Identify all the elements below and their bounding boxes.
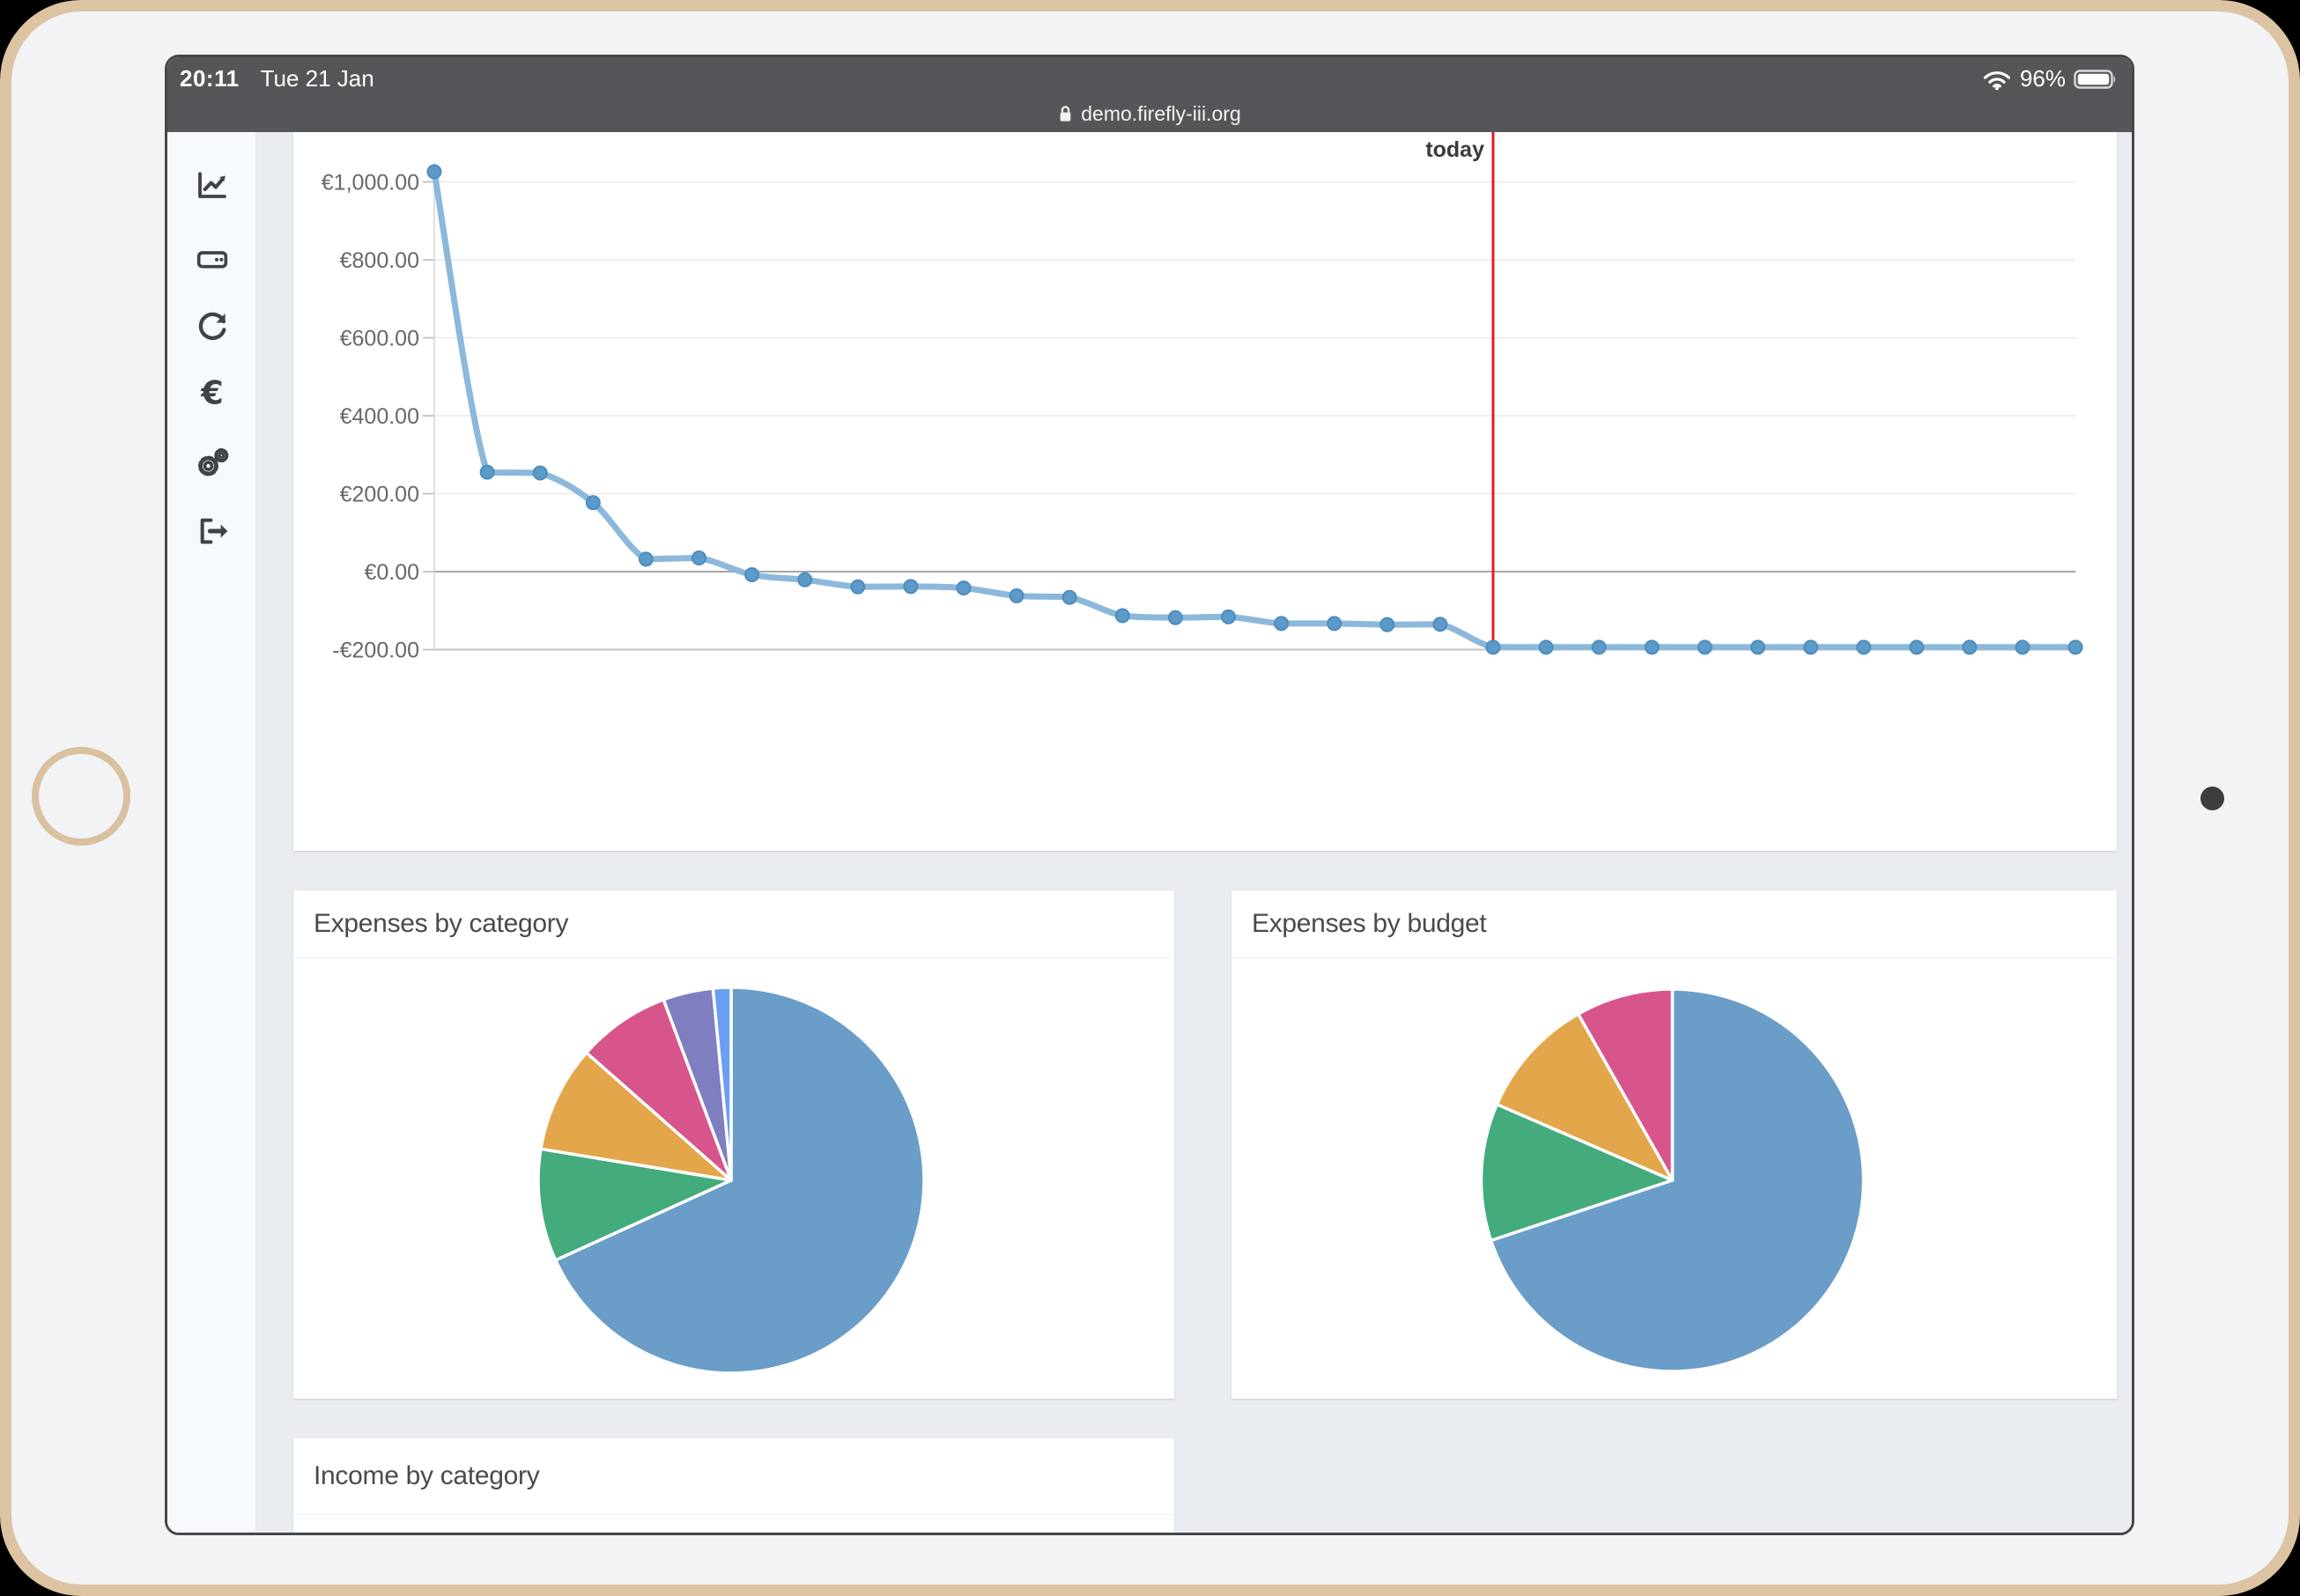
- sidebar-item-logout[interactable]: [192, 511, 233, 551]
- url-text: demo.firefly-iii.org: [1081, 101, 1241, 125]
- svg-text:€600.00: €600.00: [340, 327, 419, 351]
- redo-icon: [198, 312, 226, 340]
- gears-icon: [198, 447, 229, 477]
- svg-text:-€200.00: -€200.00: [332, 639, 419, 663]
- sidebar-nav: €: [167, 132, 256, 1533]
- svg-text:€800.00: €800.00: [340, 248, 419, 273]
- app-content: €: [167, 132, 2132, 1533]
- svg-text:€1,000.00: €1,000.00: [322, 171, 419, 196]
- card-title: Expenses by category: [314, 909, 569, 938]
- card-title: Income by category: [314, 1461, 540, 1490]
- expenses-by-category-pie-chart[interactable]: [293, 958, 1174, 1399]
- status-left-cluster: 20:11 Tue 21 Jan: [180, 65, 374, 92]
- sidebar-item-accounts[interactable]: [192, 238, 233, 278]
- clock: 20:11: [180, 65, 240, 92]
- battery-percent: 96%: [2019, 65, 2066, 92]
- status-date: Tue 21 Jan: [260, 65, 374, 92]
- address-bar[interactable]: demo.firefly-iii.org: [167, 96, 2132, 131]
- chart-line-icon: [198, 172, 226, 198]
- card-header: Expenses by budget: [1231, 890, 2117, 958]
- balance-line-chart[interactable]: €1,000.00 €800.00 €600.00 €400.00 €200.00 €0.…: [293, 132, 2117, 851]
- income-by-category-card: Income by category: [293, 1438, 1174, 1533]
- battery-icon: [2074, 69, 2116, 89]
- camera-dot: [2200, 787, 2224, 810]
- svg-text:€400.00: €400.00: [340, 404, 419, 429]
- sidebar-item-reports[interactable]: [192, 166, 233, 206]
- svg-text:today: today: [1425, 137, 1484, 162]
- sidebar-item-currency[interactable]: €: [192, 373, 233, 413]
- svg-text:€200.00: €200.00: [340, 483, 419, 507]
- wifi-icon: [1983, 70, 2010, 90]
- lock-icon: [1060, 105, 1071, 122]
- status-bar: 20:11 Tue 21 Jan 96%: [167, 57, 2132, 132]
- home-button[interactable]: [32, 747, 130, 846]
- balance-chart-card: €1,000.00 €800.00 €600.00 €400.00 €200.00 €0.…: [293, 132, 2117, 851]
- svg-text:€: €: [200, 375, 224, 410]
- expenses-by-budget-card: Expenses by budget: [1231, 890, 2117, 1399]
- status-right-cluster: 96%: [1982, 65, 2118, 92]
- card-header: Income by category: [293, 1438, 1174, 1515]
- card-header: Expenses by category: [293, 890, 1174, 958]
- sidebar-item-settings[interactable]: [192, 442, 233, 483]
- expenses-by-category-card: Expenses by category: [293, 890, 1174, 1399]
- screen: 20:11 Tue 21 Jan 96%: [165, 55, 2134, 1535]
- expenses-by-budget-pie-chart[interactable]: [1231, 958, 2117, 1399]
- euro-icon: €: [200, 375, 224, 410]
- sign-out-icon: [200, 518, 228, 544]
- svg-text:€0.00: €0.00: [364, 560, 419, 585]
- sidebar-item-refresh[interactable]: [192, 306, 233, 346]
- hard-drive-icon: [196, 251, 228, 269]
- card-title: Expenses by budget: [1252, 909, 1487, 938]
